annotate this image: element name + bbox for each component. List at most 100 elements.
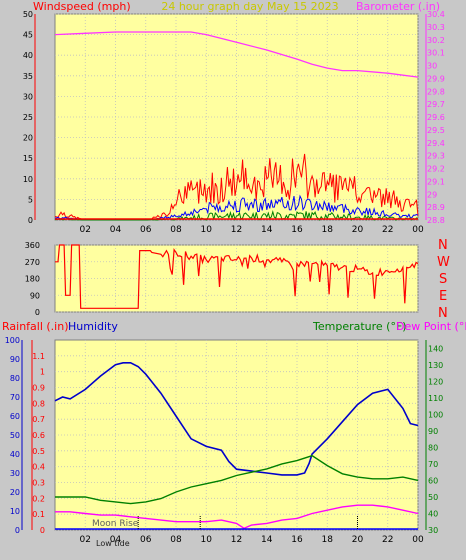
compass-s: S <box>439 272 447 287</box>
time-tick-label: 12 <box>231 225 242 235</box>
temp-tick-label: 110 <box>428 394 443 403</box>
temp-tick-label: 60 <box>428 476 438 485</box>
barometer-title: Barometer (.in) <box>356 0 440 13</box>
compass-labels: N W S E N <box>437 238 450 321</box>
rain-tick-label: 0.6 <box>32 431 45 440</box>
baro-tick-label: 30.4 <box>427 10 445 19</box>
wind-tick-label: 5 <box>28 195 33 204</box>
time-tick-label: 22 <box>382 225 393 235</box>
baro-tick-label: 30.1 <box>427 49 445 58</box>
wind-tick-label: 35 <box>23 72 33 81</box>
compass-w: W <box>437 255 450 270</box>
compass-n-bottom: N <box>438 306 448 321</box>
time-tick-label: 04 <box>110 225 122 235</box>
time-tick-label: 02 <box>80 225 91 235</box>
time-tick-label: 00 <box>412 225 424 235</box>
wind-tick-label: 0 <box>28 216 33 225</box>
time-tick-label: 14 <box>261 225 273 235</box>
wind-tick-label: 15 <box>23 154 33 163</box>
temp-tick-label: 90 <box>428 427 438 436</box>
temp-tick-label: 100 <box>428 410 443 419</box>
barometer-line <box>54 31 419 78</box>
baro-tick-label: 30.2 <box>427 36 445 45</box>
humidity-tick-label: 90 <box>10 355 20 364</box>
rain-tick-label: 1.1 <box>32 352 45 361</box>
time-tick-label: 08 <box>170 225 182 235</box>
temp-tick-label: 70 <box>428 460 438 469</box>
baro-tick-label: 29.9 <box>427 74 445 83</box>
baro-tick-label: 29.3 <box>427 152 445 161</box>
baro-tick-label: 29.6 <box>427 113 445 122</box>
temp-tick-label: 130 <box>428 361 443 370</box>
baro-tick-label: 29.5 <box>427 126 445 135</box>
baro-tick-label: 29 <box>427 190 437 199</box>
temperature-label: Temperature (°F) <box>312 320 407 333</box>
direction-tick-label: 270 <box>25 258 40 267</box>
windspeed-title: Windspeed (mph) <box>33 0 131 13</box>
time-tick-label: 04 <box>110 535 122 545</box>
humidity-tick-label: 10 <box>10 507 20 516</box>
baro-tick-label: 29.1 <box>427 177 445 186</box>
time-tick-label: 00 <box>412 535 424 545</box>
direction-tick-label: 360 <box>25 241 40 250</box>
compass-e: E <box>439 289 447 304</box>
temp-tick-label: 50 <box>428 493 438 502</box>
temperature-line <box>55 454 419 505</box>
chart-series <box>54 31 419 530</box>
time-tick-label: 20 <box>352 225 364 235</box>
time-tick-label: 22 <box>382 535 393 545</box>
rain-tick-label: 0.1 <box>32 510 45 519</box>
rain-tick-label: 0.7 <box>32 415 45 424</box>
rainfall-label: Rainfall (.in) <box>2 320 69 333</box>
temp-tick-label: 80 <box>428 443 438 452</box>
wind-tick-label: 10 <box>23 175 33 184</box>
rain-tick-label: 0.4 <box>32 463 45 472</box>
gridlines <box>55 13 419 531</box>
direction-tick-label: 90 <box>30 291 40 300</box>
temp-tick-label: 140 <box>428 344 443 353</box>
baro-tick-label: 30 <box>427 62 437 71</box>
temp-tick-label: 120 <box>428 377 443 386</box>
dewpoint-line <box>55 504 419 530</box>
wind-tick-label: 20 <box>23 134 33 143</box>
baro-tick-label: 28.9 <box>427 203 445 212</box>
baro-tick-label: 29.7 <box>427 100 445 109</box>
rain-tick-label: 0 <box>40 526 45 535</box>
humidity-tick-label: 50 <box>10 431 20 440</box>
humidity-tick-label: 20 <box>10 488 20 497</box>
low-tide-label: Low tide <box>96 539 130 548</box>
rain-tick-label: 1 <box>40 368 45 377</box>
humidity-tick-label: 30 <box>10 469 20 478</box>
wind-tick-label: 25 <box>23 113 33 122</box>
time-tick-label: 12 <box>231 535 242 545</box>
time-tick-label: 16 <box>291 535 303 545</box>
time-tick-label: 20 <box>352 535 364 545</box>
humidity-tick-label: 0 <box>15 526 20 535</box>
temp-tick-label: 40 <box>428 509 438 518</box>
baro-tick-label: 29.2 <box>427 165 445 174</box>
time-tick-label: 18 <box>322 225 334 235</box>
wind-tick-label: 40 <box>23 51 33 60</box>
humidity-tick-label: 60 <box>10 412 20 421</box>
baro-tick-label: 30.3 <box>427 23 445 32</box>
wind-tick-label: 45 <box>23 31 33 40</box>
temp-tick-label: 30 <box>428 526 438 535</box>
graph-date-title: 24 hour graph day May 15 2023 <box>161 0 338 13</box>
rain-tick-label: 0.5 <box>32 447 45 456</box>
time-tick-label: 02 <box>80 535 91 545</box>
wind-low-line <box>54 209 419 221</box>
humidity-tick-label: 100 <box>5 336 20 345</box>
compass-n-top: N <box>438 238 448 253</box>
moon-rise-label: Moon Rise <box>92 519 139 529</box>
time-tick-label: 06 <box>140 225 152 235</box>
rain-tick-label: 0.9 <box>32 384 45 393</box>
rain-tick-label: 0.3 <box>32 479 45 488</box>
time-tick-label: 06 <box>140 535 152 545</box>
humidity-label: Humidity <box>68 320 118 333</box>
time-tick-label: 10 <box>201 535 213 545</box>
direction-tick-label: 180 <box>25 275 40 284</box>
time-tick-label: 08 <box>170 535 182 545</box>
